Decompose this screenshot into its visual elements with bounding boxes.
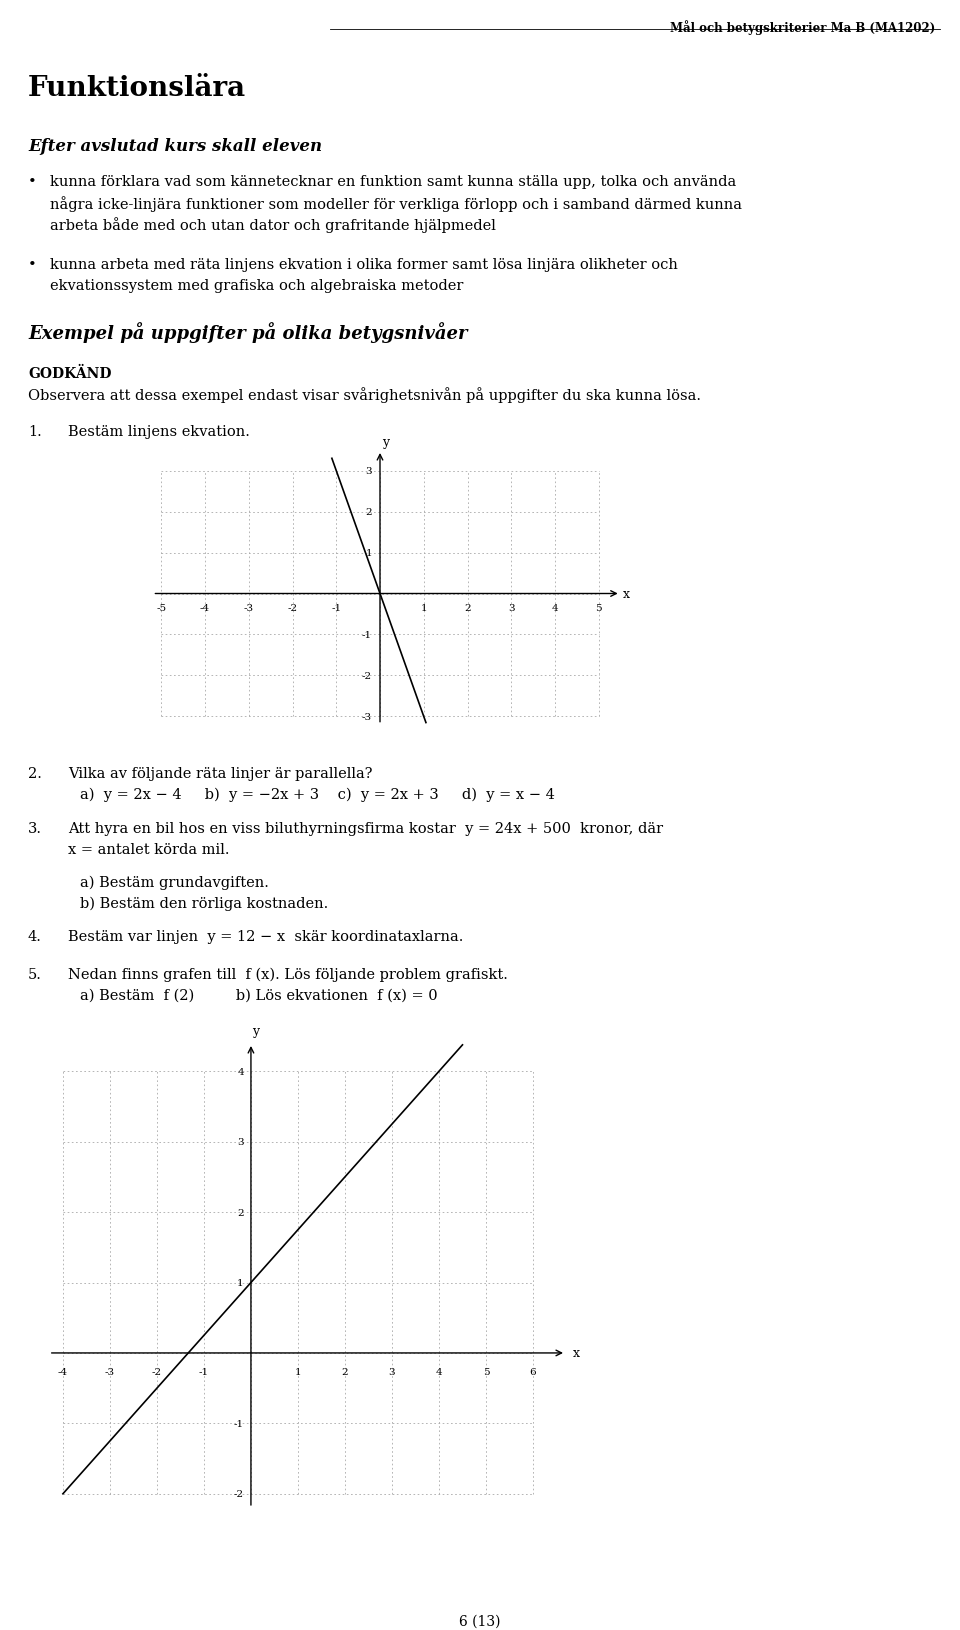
- Text: x: x: [623, 588, 630, 600]
- Text: •: •: [28, 258, 36, 272]
- Text: 4: 4: [436, 1368, 443, 1376]
- Text: 1.: 1.: [28, 425, 41, 438]
- Text: -1: -1: [199, 1368, 209, 1376]
- Text: 3.: 3.: [28, 822, 42, 836]
- Text: -2: -2: [234, 1490, 244, 1498]
- Text: b) Bestäm den rörliga kostnaden.: b) Bestäm den rörliga kostnaden.: [80, 897, 328, 911]
- Text: 5: 5: [483, 1368, 490, 1376]
- Text: 3: 3: [508, 603, 515, 613]
- Text: -2: -2: [152, 1368, 162, 1376]
- Text: x = antalet körda mil.: x = antalet körda mil.: [68, 843, 229, 856]
- Text: 3: 3: [237, 1138, 244, 1146]
- Text: några icke-linjära funktioner som modeller för verkliga förlopp och i samband dä: några icke-linjära funktioner som modell…: [50, 196, 742, 212]
- Text: -2: -2: [362, 672, 372, 681]
- Text: 2.: 2.: [28, 766, 42, 781]
- Text: Funktionslära: Funktionslära: [28, 75, 246, 103]
- Text: -3: -3: [105, 1368, 115, 1376]
- Text: -3: -3: [362, 712, 372, 722]
- Text: GODKÄND: GODKÄND: [28, 367, 111, 381]
- Text: 1: 1: [420, 603, 427, 613]
- Text: Att hyra en bil hos en viss biluthyrningsfirma kostar  y = 24x + 500  kronor, dä: Att hyra en bil hos en viss biluthyrning…: [68, 822, 663, 836]
- Text: 2: 2: [465, 603, 470, 613]
- Text: y: y: [382, 435, 389, 448]
- Text: kunna arbeta med räta linjens ekvation i olika former samt lösa linjära olikhete: kunna arbeta med räta linjens ekvation i…: [50, 258, 678, 272]
- Text: a) Bestäm  f (2)         b) Lös ekvationen  f (x) = 0: a) Bestäm f (2) b) Lös ekvationen f (x) …: [80, 988, 438, 1002]
- Text: -1: -1: [331, 603, 342, 613]
- Text: 5.: 5.: [28, 968, 42, 981]
- Text: Nedan finns grafen till  f (x). Lös följande problem grafiskt.: Nedan finns grafen till f (x). Lös följa…: [68, 968, 508, 981]
- Text: -5: -5: [156, 603, 166, 613]
- Text: 4.: 4.: [28, 929, 42, 944]
- Text: 1: 1: [295, 1368, 301, 1376]
- Text: kunna förklara vad som kännetecknar en funktion samt kunna ställa upp, tolka och: kunna förklara vad som kännetecknar en f…: [50, 174, 736, 189]
- Text: x: x: [573, 1346, 580, 1359]
- Text: 6 (13): 6 (13): [459, 1614, 501, 1628]
- Text: 1: 1: [366, 549, 372, 557]
- Text: ekvationssystem med grafiska och algebraiska metoder: ekvationssystem med grafiska och algebra…: [50, 279, 464, 293]
- Text: y: y: [252, 1025, 259, 1038]
- Text: 1: 1: [237, 1278, 244, 1288]
- Text: 4: 4: [237, 1068, 244, 1076]
- Text: 2: 2: [342, 1368, 348, 1376]
- Text: -1: -1: [362, 631, 372, 639]
- Text: •: •: [28, 174, 36, 189]
- Text: Vilka av följande räta linjer är parallella?: Vilka av följande räta linjer är paralle…: [68, 766, 372, 781]
- Text: 2: 2: [366, 507, 372, 517]
- Text: -2: -2: [287, 603, 298, 613]
- Text: Mål och betygskriterier Ma B (MA1202): Mål och betygskriterier Ma B (MA1202): [670, 20, 935, 34]
- Text: 3: 3: [389, 1368, 396, 1376]
- Text: -1: -1: [234, 1420, 244, 1428]
- Text: -4: -4: [200, 603, 210, 613]
- Text: 6: 6: [530, 1368, 537, 1376]
- Text: -4: -4: [58, 1368, 68, 1376]
- Text: 5: 5: [595, 603, 602, 613]
- Text: Efter avslutad kurs skall eleven: Efter avslutad kurs skall eleven: [28, 139, 323, 155]
- Text: Bestäm var linjen  y = 12 − x  skär koordinataxlarna.: Bestäm var linjen y = 12 − x skär koordi…: [68, 929, 464, 944]
- Text: a) Bestäm grundavgiften.: a) Bestäm grundavgiften.: [80, 875, 269, 890]
- Text: 4: 4: [552, 603, 559, 613]
- Text: Exempel på uppgifter på olika betygsnivåer: Exempel på uppgifter på olika betygsnivå…: [28, 321, 468, 342]
- Text: -3: -3: [244, 603, 253, 613]
- Text: a)  y = 2x − 4     b)  y = −2x + 3    c)  y = 2x + 3     d)  y = x − 4: a) y = 2x − 4 b) y = −2x + 3 c) y = 2x +…: [80, 787, 555, 802]
- Text: 3: 3: [366, 466, 372, 476]
- Text: 2: 2: [237, 1208, 244, 1218]
- Text: Bestäm linjens ekvation.: Bestäm linjens ekvation.: [68, 425, 250, 438]
- Text: Observera att dessa exempel endast visar svårighetsnivån på uppgifter du ska kun: Observera att dessa exempel endast visar…: [28, 386, 701, 403]
- Text: arbeta både med och utan dator och grafritande hjälpmedel: arbeta både med och utan dator och grafr…: [50, 217, 496, 233]
